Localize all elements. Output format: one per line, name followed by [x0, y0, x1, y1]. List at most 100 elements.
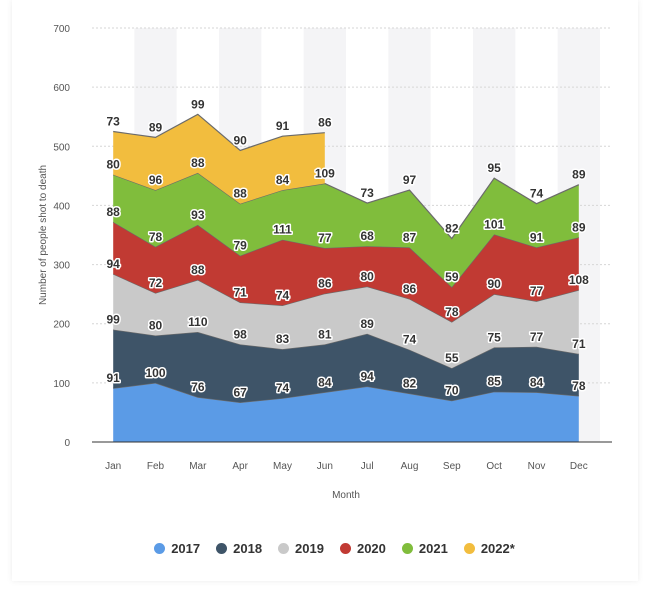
- data-label: 94: [106, 257, 120, 271]
- data-label: 79: [233, 239, 247, 253]
- data-label: 91: [530, 230, 544, 244]
- data-label: 78: [149, 230, 163, 244]
- area-series-2021: [113, 172, 579, 287]
- data-label: 84: [530, 375, 544, 389]
- data-label: 84: [276, 173, 290, 187]
- area-series-2018: [113, 329, 579, 403]
- area-series-2017: [113, 382, 579, 442]
- data-label: 67: [233, 385, 247, 399]
- data-label: 77: [530, 284, 544, 298]
- legend-label: 2017: [171, 541, 201, 556]
- x-tick-label: Nov: [528, 461, 546, 472]
- data-label: 77: [530, 330, 544, 344]
- legend-item-2017[interactable]: 2017: [154, 541, 200, 556]
- data-label: 81: [318, 327, 332, 341]
- data-label: 110: [188, 315, 208, 329]
- legend-item-2021[interactable]: 2021: [401, 541, 448, 556]
- x-tick-label: Apr: [232, 461, 248, 472]
- data-label: 73: [360, 186, 374, 200]
- data-label: 97: [403, 173, 417, 187]
- data-label: 89: [572, 220, 586, 234]
- data-label: 77: [318, 231, 332, 245]
- y-tick-label: 0: [64, 438, 70, 449]
- data-label: 74: [276, 381, 290, 395]
- area-series-2022: [113, 114, 325, 204]
- data-label: 68: [360, 229, 374, 243]
- y-tick-label: 100: [53, 379, 70, 390]
- legend-item-2020[interactable]: 2020: [339, 541, 386, 556]
- data-label: 88: [106, 205, 120, 219]
- data-label: 95: [487, 161, 501, 175]
- data-label: 75: [487, 330, 501, 344]
- data-label: 93: [191, 208, 205, 222]
- data-label: 98: [233, 327, 247, 341]
- data-label: 74: [276, 288, 290, 302]
- data-label: 108: [569, 273, 589, 287]
- data-label: 55: [445, 351, 459, 365]
- data-label: 84: [318, 375, 332, 389]
- legend-marker: [463, 543, 475, 554]
- data-label: 71: [233, 285, 247, 299]
- y-axis-title: Number of people shot to death: [38, 165, 49, 305]
- data-label: 87: [403, 230, 417, 244]
- legend-marker: [339, 543, 351, 554]
- data-label: 111: [273, 223, 292, 237]
- legend-item-2019[interactable]: 2019: [278, 541, 324, 556]
- data-label: 90: [233, 133, 247, 147]
- legend-label: 2021: [418, 541, 448, 556]
- legend-label: 2018: [233, 541, 263, 556]
- y-tick-label: 700: [53, 24, 70, 35]
- data-label: 96: [149, 173, 163, 187]
- data-label: 86: [318, 116, 332, 130]
- area-series-2020: [113, 222, 579, 322]
- data-label: 88: [233, 187, 247, 201]
- x-tick-label: Jan: [105, 461, 121, 472]
- legend-item-2018[interactable]: 2018: [216, 541, 262, 556]
- legend: 2017 2018 2019 2020 2021 2022*: [0, 541, 669, 556]
- y-tick-label: 400: [53, 201, 70, 212]
- y-tick-label: 200: [53, 320, 70, 331]
- legend-marker: [278, 543, 290, 554]
- legend-marker: [401, 543, 413, 554]
- data-label: 86: [403, 282, 417, 296]
- data-label: 99: [191, 97, 205, 111]
- y-tick-label: 500: [53, 142, 70, 153]
- data-label: 99: [106, 313, 120, 327]
- data-label: 72: [149, 276, 163, 290]
- legend-label: 2020: [356, 541, 386, 556]
- data-label: 89: [149, 120, 163, 134]
- data-label: 74: [403, 333, 417, 347]
- data-label: 71: [572, 337, 586, 351]
- data-label: 78: [572, 379, 586, 393]
- data-label: 90: [487, 277, 501, 291]
- legend-item-2022[interactable]: 2022*: [463, 541, 515, 556]
- data-label: 70: [445, 384, 459, 398]
- data-label: 100: [145, 366, 165, 380]
- x-tick-label: Jul: [361, 461, 374, 472]
- data-label: 88: [191, 263, 205, 277]
- data-label: 80: [149, 319, 163, 333]
- data-label: 80: [106, 158, 120, 172]
- data-label: 82: [445, 222, 459, 236]
- x-tick-label: Dec: [570, 461, 588, 472]
- data-label: 91: [106, 371, 120, 385]
- x-axis-title: Month: [332, 490, 360, 501]
- legend-marker: [154, 543, 166, 554]
- legend-label: 2022*: [480, 541, 515, 556]
- chart-frame: 0 100 200 300 400 500 600 700 Jan Feb Mar Apr May Jun…: [12, 0, 638, 581]
- x-tick-label: Aug: [401, 461, 419, 472]
- x-tick-label: Jun: [317, 461, 333, 472]
- area-series-2019: [113, 274, 579, 369]
- data-label: 91: [276, 119, 290, 133]
- x-tick-label: Mar: [189, 461, 207, 472]
- data-label: 83: [276, 332, 290, 346]
- x-tick-label: May: [273, 461, 292, 472]
- stacked-area-chart: 0 100 200 300 400 500 600 700 Jan Feb Mar Apr May Jun…: [38, 24, 612, 501]
- data-label: 88: [191, 156, 205, 170]
- data-label: 76: [191, 380, 205, 394]
- x-tick-label: Sep: [443, 461, 461, 472]
- legend-label: 2019: [295, 541, 324, 556]
- y-tick-label: 600: [53, 83, 70, 94]
- data-label: 86: [318, 277, 332, 291]
- data-label: 101: [484, 217, 504, 231]
